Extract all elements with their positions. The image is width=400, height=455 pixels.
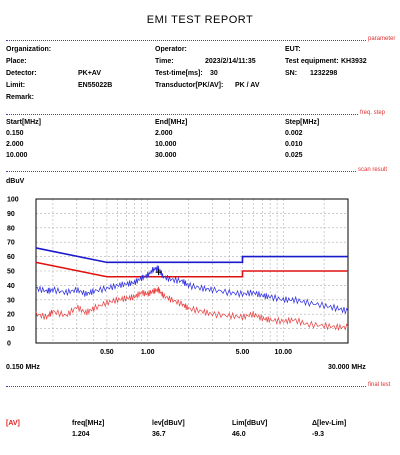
x-tick-label: 10.00 <box>275 349 293 356</box>
testtime-value: 30 <box>210 70 218 77</box>
x-tick-label: 5.00 <box>236 349 250 356</box>
freq-cell: 0.002 <box>285 130 303 137</box>
parameter-divider <box>6 40 366 41</box>
freq-cell: 0.025 <box>285 152 303 159</box>
freq-header-start: Start[MHz] <box>6 119 41 126</box>
section-label-final-test: final test <box>368 382 391 388</box>
equipment-value: KH3932 <box>341 58 367 65</box>
measurement-trace-av <box>35 286 349 331</box>
freq-cell: 0.150 <box>6 130 24 137</box>
transductor-value: PK / AV <box>235 82 260 89</box>
freq-header-end: End[MHz] <box>155 119 188 126</box>
final-header-lim: Lim[dBuV] <box>232 420 268 427</box>
limit-line-qp <box>35 247 348 264</box>
x-axis-end-label: 30.000 MHz <box>328 364 366 371</box>
final-header-lev: lev[dBuV] <box>152 420 185 427</box>
transductor-label: Transductor[PK/AV]: <box>155 82 224 89</box>
detector-value: PK+AV <box>78 70 102 77</box>
y-tick-label: 20 <box>7 312 15 319</box>
freq-cell: 2.000 <box>6 141 24 148</box>
y-tick-label: 90 <box>7 211 15 218</box>
final-detector-tag: [AV] <box>6 420 20 427</box>
scan-result-divider <box>6 171 356 172</box>
freq-cell: 30.000 <box>155 152 177 159</box>
final-value-delta: -9.3 <box>312 431 325 438</box>
section-label-scan-result: scan result <box>358 167 388 173</box>
freq-step-divider <box>6 114 358 115</box>
operator-label: Operator: <box>155 46 187 53</box>
freq-cell: 10.000 <box>6 152 28 159</box>
final-value-freq: 1.204 <box>72 431 90 438</box>
detector-label: Detector: <box>6 70 37 77</box>
time-label: Time: <box>155 58 174 65</box>
x-tick-label: 1.00 <box>141 349 155 356</box>
y-tick-label: 10 <box>7 326 15 333</box>
remark-label: Remark: <box>6 94 35 101</box>
measurement-trace-pk <box>35 265 349 314</box>
x-axis-start-label: 0.150 MHz <box>6 364 40 371</box>
place-label: Place: <box>6 58 27 65</box>
freq-header-step: Step[MHz] <box>285 119 320 126</box>
testtime-label: Test-time[ms]: <box>155 70 203 77</box>
y-tick-label: 0 <box>7 341 11 348</box>
freq-cell: 0.010 <box>285 141 303 148</box>
eut-label: EUT: <box>285 46 301 53</box>
y-tick-label: 30 <box>7 297 15 304</box>
final-value-lim: 46.0 <box>232 431 246 438</box>
organization-label: Organization: <box>6 46 52 53</box>
sn-value: 1232298 <box>310 70 338 77</box>
limit-line-av <box>35 261 348 278</box>
final-test-divider <box>6 386 366 387</box>
final-header-delta: Δ[lev-Lim] <box>312 420 347 427</box>
limit-label: Limit: <box>6 82 26 89</box>
limit-value: EN55022B <box>78 82 113 89</box>
freq-cell: 10.000 <box>155 141 177 148</box>
y-axis-unit-label: dBuV <box>6 178 25 185</box>
y-tick-label: 80 <box>7 225 15 232</box>
y-tick-label: 40 <box>7 283 15 290</box>
final-header-freq: freq[MHz] <box>72 420 105 427</box>
report-title: EMI TEST REPORT <box>146 14 254 26</box>
time-value: 2023/2/14/11:35 <box>205 58 256 65</box>
y-tick-label: 100 <box>7 197 19 204</box>
x-tick-label: 0.50 <box>100 349 114 356</box>
y-tick-label: 70 <box>7 240 15 247</box>
y-tick-label: 60 <box>7 254 15 261</box>
y-tick-label: 50 <box>7 269 15 276</box>
section-label-parameter: parameter <box>368 36 396 42</box>
final-value-lev: 36.7 <box>152 431 166 438</box>
freq-cell: 2.000 <box>155 130 173 137</box>
section-label-freq-step: freq. step <box>360 110 386 116</box>
equipment-label: Test equipment: <box>285 58 339 65</box>
sn-label: SN: <box>285 70 298 77</box>
